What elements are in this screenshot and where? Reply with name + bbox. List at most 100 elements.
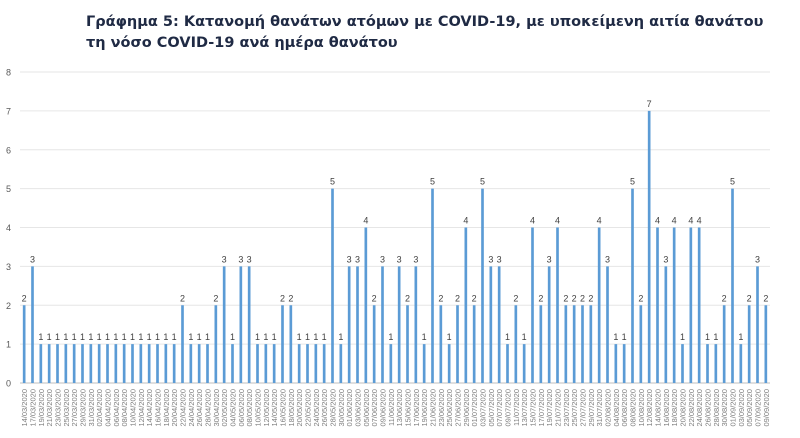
bar: [189, 344, 193, 383]
data-label: 4: [363, 216, 368, 226]
x-tick-label: 26/08/2020: [704, 389, 713, 427]
bar: [422, 344, 426, 383]
bar: [539, 305, 543, 383]
x-tick-label: 11/06/2020: [387, 389, 396, 426]
data-label: 7: [647, 99, 652, 109]
x-tick-label: 31/07/2020: [595, 389, 604, 427]
data-label: 1: [230, 332, 235, 342]
x-tick-label: 29/07/2020: [587, 389, 596, 427]
x-tick-label: 01/06/2020: [345, 389, 354, 427]
bar: [272, 344, 276, 383]
bar: [39, 344, 43, 383]
data-label: 5: [330, 177, 335, 187]
y-tick-label: 4: [6, 223, 11, 233]
x-tick-label: 07/07/2020: [495, 389, 504, 427]
data-label: 1: [197, 332, 202, 342]
bar: [622, 344, 626, 383]
x-tick-label: 21/03/2020: [45, 389, 54, 427]
data-label: 5: [630, 177, 635, 187]
data-label: 5: [480, 177, 485, 187]
data-label: 2: [722, 293, 727, 303]
bar: [572, 305, 576, 383]
x-tick-label: 22/04/2020: [179, 389, 188, 427]
bar: [22, 305, 26, 383]
x-tick-label: 03/06/2020: [354, 389, 363, 427]
x-tick-label: 31/03/2020: [87, 389, 96, 427]
bar: [656, 227, 659, 383]
bar: [614, 344, 618, 383]
x-tick-label: 23/03/2020: [54, 389, 63, 427]
data-label: 3: [497, 254, 502, 264]
bar: [264, 344, 268, 383]
data-label: 1: [72, 332, 77, 342]
data-label: 1: [738, 332, 743, 342]
bar: [222, 266, 226, 383]
x-tick-label: 22/08/2020: [687, 389, 696, 427]
x-tick-label: 21/07/2020: [554, 389, 563, 427]
bar: [747, 305, 751, 383]
x-tick-label: 19/07/2020: [545, 389, 554, 427]
bar: [356, 266, 359, 383]
bar: [306, 344, 309, 383]
data-label: 1: [163, 332, 168, 342]
bar: [406, 305, 409, 383]
bar: [172, 344, 176, 383]
data-label: 1: [263, 332, 268, 342]
data-label: 1: [313, 332, 318, 342]
data-label: 1: [122, 332, 127, 342]
x-tick-label: 03/09/2020: [737, 389, 746, 427]
bar: [106, 344, 109, 383]
data-label: 2: [280, 293, 285, 303]
data-label: 2: [180, 293, 185, 303]
bar: [564, 305, 568, 383]
data-label: 1: [622, 332, 627, 342]
bar: [164, 344, 168, 383]
x-tick-label: 21/06/2020: [429, 389, 438, 427]
bar: [397, 266, 401, 383]
bar: [697, 227, 701, 383]
bar: [364, 227, 368, 383]
x-tick-label: 20/05/2020: [295, 389, 304, 427]
bar: [47, 344, 51, 383]
bar: [647, 110, 651, 383]
data-label: 2: [513, 293, 518, 303]
data-label: 3: [222, 254, 227, 264]
bar: [114, 344, 118, 383]
x-tick-label: 17/03/2020: [29, 389, 38, 427]
x-tick-label: 28/08/2020: [712, 389, 721, 427]
x-tick-label: 16/04/2020: [154, 389, 163, 427]
x-tick-label: 07/09/2020: [754, 389, 763, 427]
x-tick-label: 19/03/2020: [37, 389, 46, 427]
bar: [639, 305, 643, 383]
bar: [122, 344, 126, 383]
data-label: 2: [638, 293, 643, 303]
bar: [31, 266, 34, 383]
data-label: 4: [672, 216, 677, 226]
x-tick-label: 01/07/2020: [470, 389, 479, 427]
data-label: 3: [755, 254, 760, 264]
y-tick-label: 8: [6, 68, 11, 78]
data-label: 1: [38, 332, 43, 342]
x-tick-label: 18/04/2020: [162, 389, 171, 427]
x-tick-label: 12/08/2020: [645, 389, 654, 427]
data-label: 1: [505, 332, 510, 342]
data-label: 1: [105, 332, 110, 342]
data-label: 3: [238, 254, 243, 264]
data-label: 1: [63, 332, 68, 342]
x-tick-label: 29/03/2020: [79, 389, 88, 427]
bar: [606, 266, 609, 383]
data-label: 4: [697, 216, 702, 226]
x-tick-label: 25/03/2020: [62, 389, 71, 427]
bar: [97, 344, 101, 383]
bar: [181, 305, 184, 383]
x-tick-label: 23/06/2020: [437, 389, 446, 427]
data-label: 1: [113, 332, 118, 342]
x-tick-label: 28/05/2020: [329, 389, 338, 427]
x-tick-label: 08/05/2020: [245, 389, 254, 427]
data-label: 3: [547, 254, 552, 264]
data-label: 1: [272, 332, 277, 342]
bar: [672, 227, 676, 383]
data-label: 2: [580, 293, 585, 303]
data-label: 2: [763, 293, 768, 303]
